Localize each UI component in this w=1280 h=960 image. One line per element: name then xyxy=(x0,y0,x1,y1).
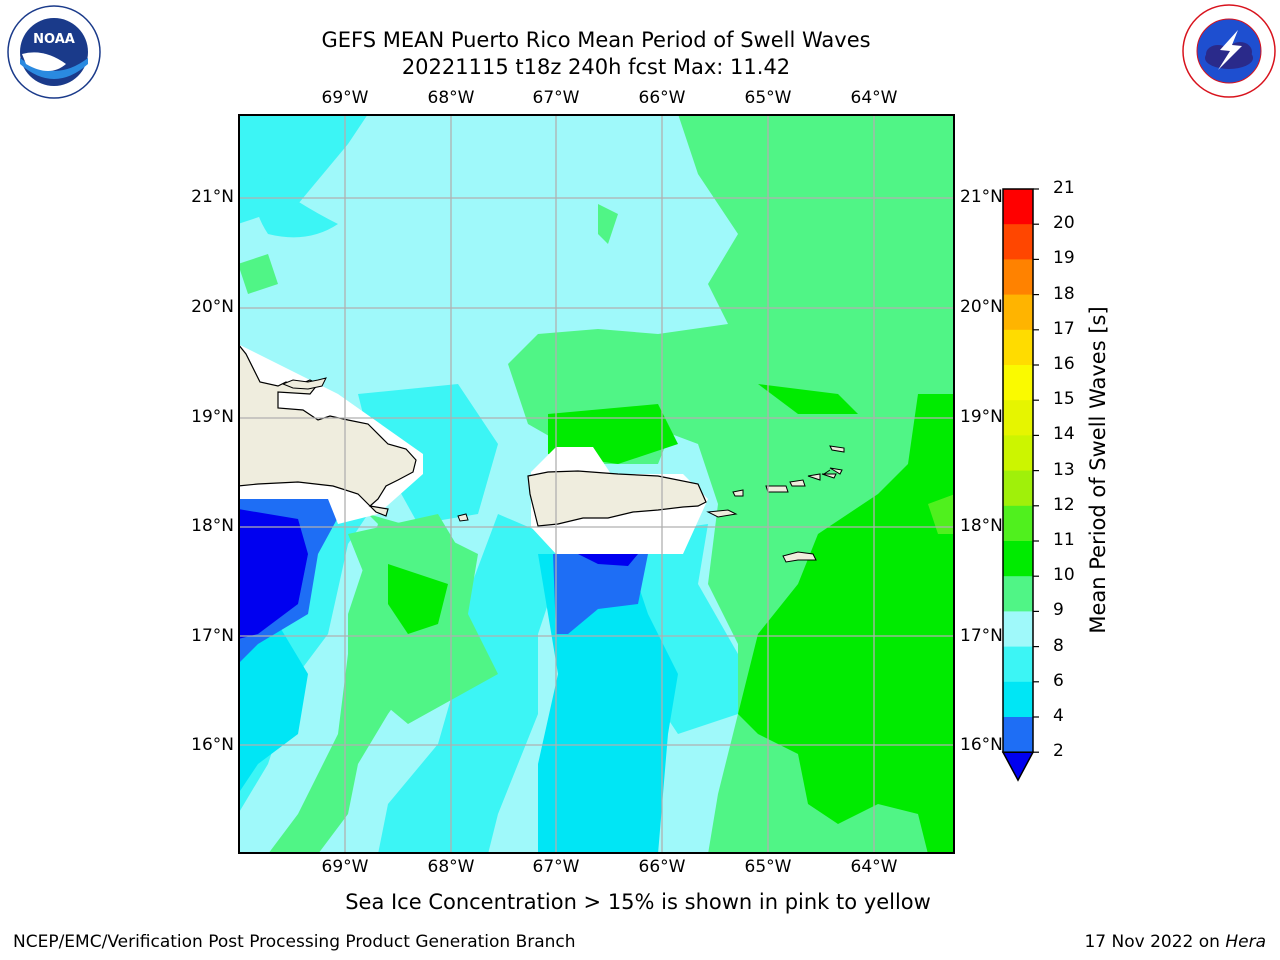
field-4-6-west xyxy=(239,614,308,793)
lon-label-bottom: 66°W xyxy=(638,857,686,877)
lat-label-left: 19°N xyxy=(191,407,234,427)
colorbar-tick-label: 16 xyxy=(1053,354,1075,374)
colorbar-tick-label: 21 xyxy=(1053,178,1075,198)
colorbar-tick-label: 18 xyxy=(1053,283,1075,304)
colorbar-swatch xyxy=(1003,717,1033,753)
colorbar-swatch xyxy=(1003,189,1033,225)
lat-label-left: 18°N xyxy=(191,516,234,536)
colorbar-swatch xyxy=(1003,646,1033,683)
lon-label-top: 64°W xyxy=(850,88,898,108)
noaa-logo-text: NOAA xyxy=(33,32,75,47)
colorbar-tick-label: 17 xyxy=(1053,318,1075,339)
colorbar-extend-min xyxy=(1001,751,1035,782)
colorbar-tick-label: 19 xyxy=(1053,248,1075,269)
lon-label-top: 66°W xyxy=(638,88,686,108)
colorbar-swatch xyxy=(1003,294,1033,331)
lon-label-bottom: 65°W xyxy=(744,857,792,877)
graticule xyxy=(239,115,954,853)
field-6-8-mona xyxy=(358,384,498,524)
sea-ice-note: Sea Ice Concentration > 15% is shown in … xyxy=(345,890,931,914)
field-2-4-south-pr xyxy=(553,554,648,634)
field-11-12 xyxy=(928,494,954,534)
lat-label-left: 17°N xyxy=(191,626,234,646)
colorbar-tick-label: 2 xyxy=(1053,741,1064,762)
colorbar-swatch xyxy=(1003,259,1033,296)
field-9-10-spot xyxy=(598,204,618,244)
field-10-11-east xyxy=(738,394,954,853)
colorbar-tick-label: 4 xyxy=(1053,706,1064,726)
colorbar xyxy=(1000,186,1040,786)
lat-label-right: 20°N xyxy=(960,297,1003,317)
colorbar-swatch xyxy=(1003,435,1033,472)
footer-date: 17 Nov 2022 on xyxy=(1084,932,1226,952)
field-10-11-mona xyxy=(388,564,448,634)
footer-host: Hera xyxy=(1225,932,1266,952)
land-virgin-islands xyxy=(765,467,843,493)
colorbar-swatch xyxy=(1003,505,1033,542)
lat-label-left: 16°N xyxy=(191,735,234,755)
field-6-8-nw2 xyxy=(254,174,338,238)
lon-label-bottom: 68°W xyxy=(427,857,475,877)
colorbar-tick-label: 9 xyxy=(1053,600,1064,621)
colorbar-swatch xyxy=(1003,329,1033,366)
lat-label-right: 16°N xyxy=(960,735,1003,755)
chart-title-line2: 20221115 t18z 240h fcst Max: 11.42 xyxy=(401,55,791,79)
land-st-croix xyxy=(782,551,817,563)
colorbar-tick-label: 13 xyxy=(1053,459,1075,480)
nws-logo xyxy=(1182,4,1276,98)
land-vieques xyxy=(706,509,738,518)
colorbar-swatch xyxy=(1003,681,1033,718)
land-mona-island xyxy=(457,513,469,522)
field-lt2-pr xyxy=(578,554,638,566)
chart-title-line1: GEFS MEAN Puerto Rico Mean Period of Swe… xyxy=(321,28,871,52)
colorbar-tick-label: 6 xyxy=(1053,670,1064,691)
lon-label-top: 69°W xyxy=(321,88,369,108)
land-anegada xyxy=(829,445,845,453)
colorbar-tick-label: 20 xyxy=(1053,213,1075,234)
footer-date-host: 17 Nov 2022 on Hera xyxy=(1084,932,1266,952)
colorbar-swatch xyxy=(1003,365,1033,401)
colorbar-swatches xyxy=(1001,188,1039,782)
colorbar-tick-label: 15 xyxy=(1053,389,1075,410)
swell-period-map xyxy=(238,114,955,854)
field-9-10-nw xyxy=(239,254,278,294)
field-lt2-west xyxy=(239,509,308,639)
colorbar-swatch xyxy=(1003,400,1033,436)
colorbar-swatch xyxy=(1003,470,1033,507)
lat-label-right: 18°N xyxy=(960,516,1003,536)
colorbar-tick-label: 8 xyxy=(1053,635,1064,656)
lon-label-top: 65°W xyxy=(744,88,792,108)
colorbar-swatch xyxy=(1003,224,1033,260)
lat-label-left: 21°N xyxy=(191,187,234,207)
colorbar-swatch xyxy=(1003,611,1033,648)
map-panel xyxy=(238,114,955,854)
lon-label-bottom: 67°W xyxy=(532,857,580,877)
colorbar-label: Mean Period of Swell Waves [s] xyxy=(1086,306,1110,634)
lat-label-right: 17°N xyxy=(960,626,1003,646)
lon-label-top: 67°W xyxy=(532,88,580,108)
colorbar-swatch xyxy=(1003,576,1033,612)
lat-label-right: 19°N xyxy=(960,407,1003,427)
map-frame xyxy=(238,114,955,854)
colorbar-tick-label: 10 xyxy=(1053,565,1075,586)
land-culebra xyxy=(732,489,744,497)
lat-label-right: 21°N xyxy=(960,187,1003,207)
noaa-logo: NOAA xyxy=(7,5,101,99)
colorbar-swatch xyxy=(1003,541,1033,577)
lat-label-left: 20°N xyxy=(191,297,234,317)
colorbar-tick-label: 11 xyxy=(1053,530,1075,550)
lon-label-top: 68°W xyxy=(427,88,475,108)
field-10-11-ne xyxy=(758,384,858,414)
footer-branch: NCEP/EMC/Verification Post Processing Pr… xyxy=(13,932,576,952)
lon-label-bottom: 64°W xyxy=(850,857,898,877)
lon-label-bottom: 69°W xyxy=(321,857,369,877)
land-tortuga xyxy=(281,377,327,390)
colorbar-tick-label: 14 xyxy=(1053,424,1075,445)
colorbar-tick-label: 12 xyxy=(1053,494,1075,515)
